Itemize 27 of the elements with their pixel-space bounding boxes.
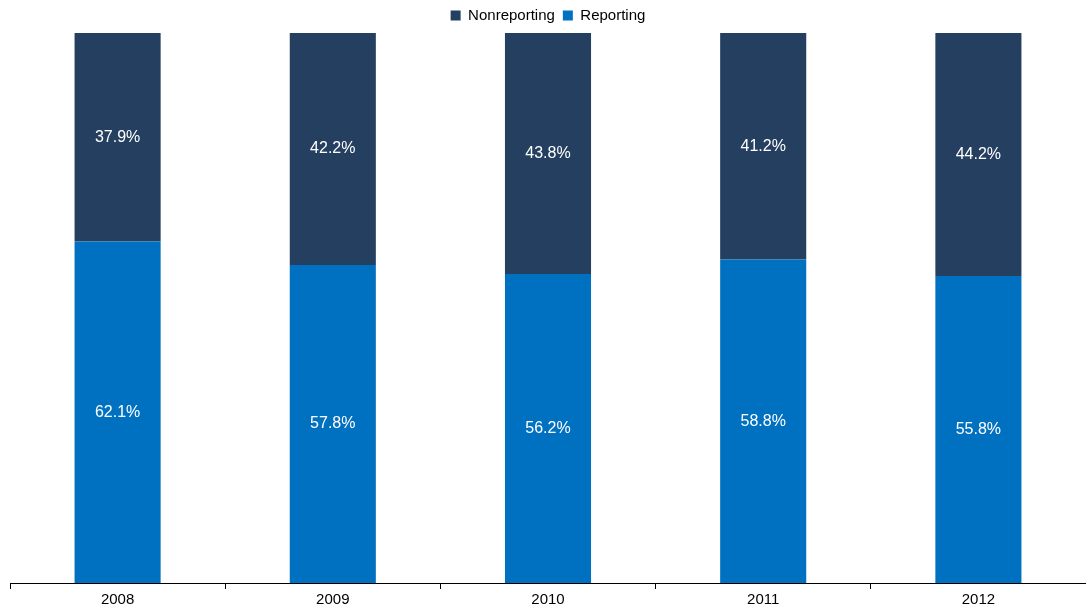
legend-label: Nonreporting (468, 5, 555, 23)
bar (74, 33, 161, 242)
data-label: 37.9% (94, 127, 141, 145)
bar (289, 33, 376, 266)
x-tick-label: 2012 (961, 590, 996, 608)
bar (720, 33, 807, 260)
data-label: 44.2% (955, 144, 1002, 162)
data-label: 43.8% (525, 143, 571, 161)
data-label: 57.8% (310, 414, 356, 432)
bar (289, 265, 376, 583)
data-label: 55.8% (955, 419, 1002, 437)
bar (504, 273, 592, 583)
data-label: 42.2% (310, 139, 356, 157)
data-label: 58.8% (740, 411, 786, 429)
x-tick-label: 2009 (316, 590, 350, 608)
bar (74, 241, 161, 583)
data-label: 56.2% (525, 418, 571, 436)
legend-label: Reporting (580, 5, 646, 23)
bar (504, 33, 592, 274)
x-tick-label: 2010 (531, 590, 565, 608)
x-tick-label: 2008 (100, 590, 135, 608)
bar (935, 33, 1022, 277)
bar (720, 259, 807, 583)
x-tick-label: 2011 (747, 590, 780, 608)
data-label: 41.2% (740, 136, 786, 154)
bar (935, 276, 1022, 583)
data-label: 62.1% (94, 402, 141, 420)
